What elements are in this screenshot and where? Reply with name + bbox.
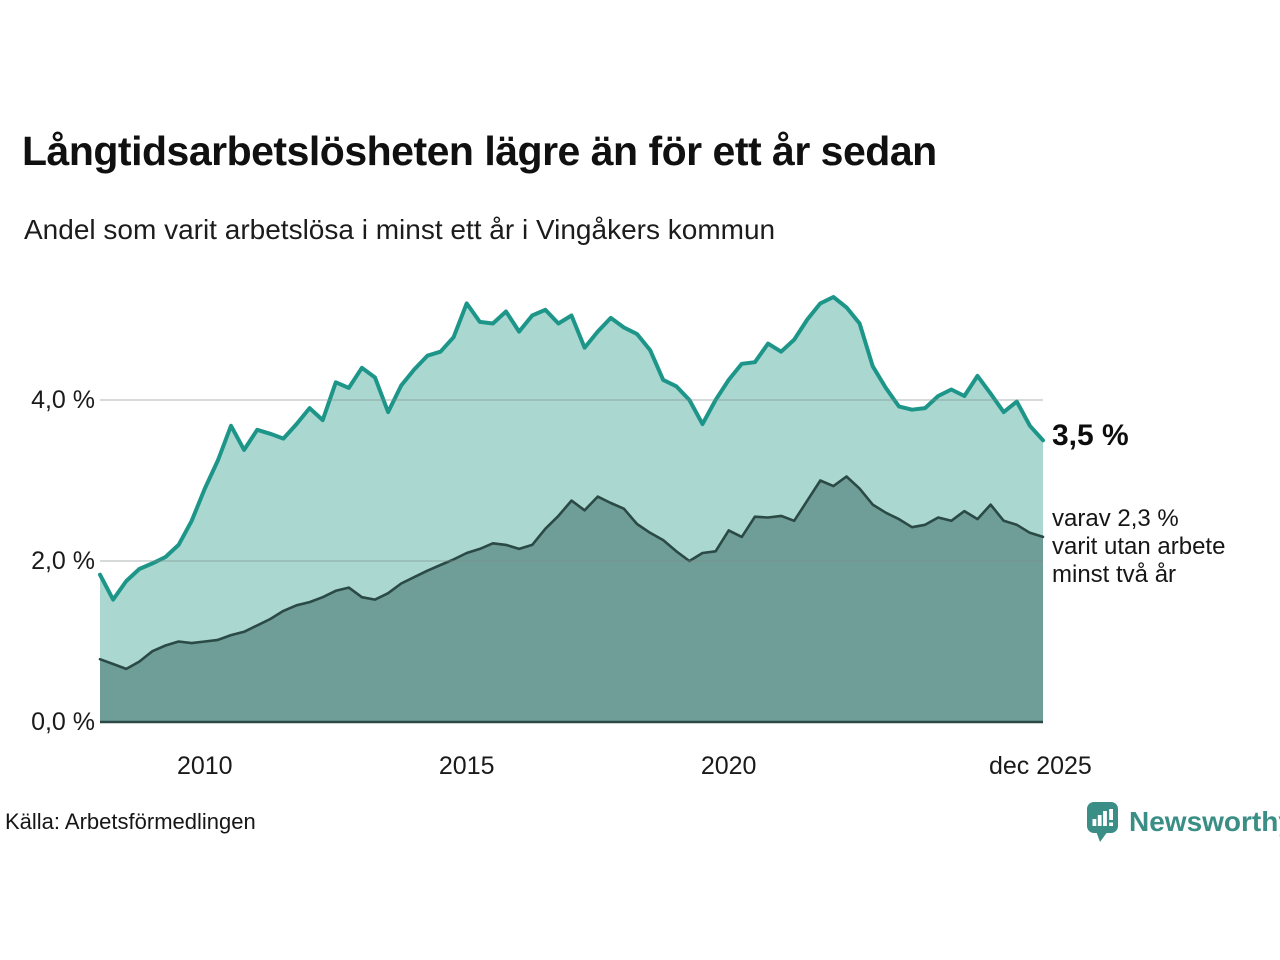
y-tick-label: 4,0 % — [31, 386, 95, 414]
y-tick-label: 0,0 % — [31, 708, 95, 736]
series-area-2 — [100, 476, 1043, 722]
secondary-annotation-line: minst två år — [1052, 561, 1177, 588]
newsworthy-icon — [1087, 802, 1118, 842]
latest-value-label: 3,5 % — [1052, 419, 1129, 452]
newsworthy-logo: Newsworthy — [1086, 801, 1280, 843]
page-subtitle: Andel som varit arbetslösa i minst ett å… — [24, 214, 776, 245]
secondary-annotation-line: varit utan arbete — [1052, 533, 1226, 560]
page-title: Långtidsarbetslösheten lägre än för ett … — [22, 128, 937, 174]
newsworthy-wordmark: Newsworthy — [1129, 806, 1280, 837]
x-tick-label: 2020 — [700, 752, 757, 780]
source-note: Källa: Arbetsförmedlingen — [5, 809, 256, 834]
y-tick-label: 2,0 % — [31, 547, 95, 575]
secondary-annotation: varav 2,3 % varit utan arbete minst två … — [1052, 505, 1225, 589]
secondary-annotation-line: varav 2,3 % — [1052, 505, 1179, 532]
x-tick-label: 2015 — [438, 752, 495, 780]
series-line-2 — [98, 475, 1045, 671]
x-tick-label: dec 2025 — [988, 752, 1092, 780]
x-tick-label: 2010 — [176, 752, 233, 780]
series-line-1 — [98, 295, 1045, 602]
